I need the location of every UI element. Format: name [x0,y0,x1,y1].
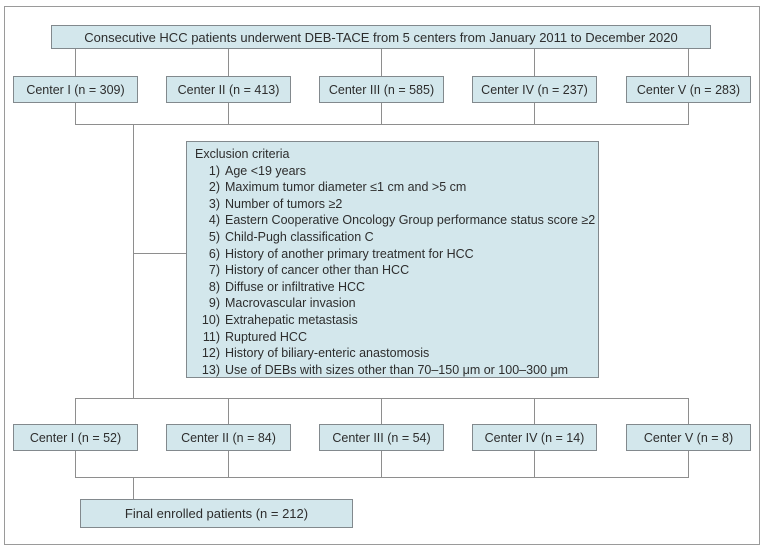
exclusion-item: 9) Macrovascular invasion [208,296,356,311]
exclusion-item: 3) Number of tumors ≥2 [208,196,343,211]
node-center3-included: Center III (n = 54) [319,424,444,451]
node-center4-initial: Center IV (n = 237) [472,76,597,103]
exclusion-item: 13) Use of DEBs with sizes other than 70–… [201,362,569,377]
exclusion-item: 5) Child-Pugh classification C [208,229,374,244]
node-center2-included: Center II (n = 84) [166,424,291,451]
exclusion-item: 12) History of biliary-enteric anastomosi… [201,346,430,361]
exclusion-item: 4) Eastern Cooperative Oncology Group per… [208,213,596,228]
node-center4-included: Center IV (n = 14) [472,424,597,451]
node-center2-initial: Center II (n = 413) [166,76,291,103]
exclusion-item: 1) Age <19 years [208,163,306,178]
node-center5-included: Center V (n = 8) [626,424,751,451]
node-consecutive-patients: Consecutive HCC patients underwent DEB-T… [51,25,711,49]
exclusion-item: 2) Maximum tumor diameter ≤1 cm and >5 cm [208,180,467,195]
node-final-enrolled: Final enrolled patients (n = 212) [80,499,353,528]
figure-border [4,6,760,545]
node-exclusion-criteria: Exclusion criteria 1) Age <19 years 2) Max… [186,141,599,378]
exclusion-item: 6) History of another primary treatment f… [208,246,474,261]
exclusion-header: Exclusion criteria [195,147,290,161]
node-center5-initial: Center V (n = 283) [626,76,751,103]
exclusion-item: 8) Diffuse or infiltrative HCC [208,279,366,294]
node-center1-included: Center I (n = 52) [13,424,138,451]
node-center3-initial: Center III (n = 585) [319,76,444,103]
exclusion-item: 11) Ruptured HCC [202,329,307,344]
exclusion-item: 10) Extrahepatic metastasis [201,312,358,327]
exclusion-item: 7) History of cancer other than HCC [208,263,410,278]
node-center1-initial: Center I (n = 309) [13,76,138,103]
